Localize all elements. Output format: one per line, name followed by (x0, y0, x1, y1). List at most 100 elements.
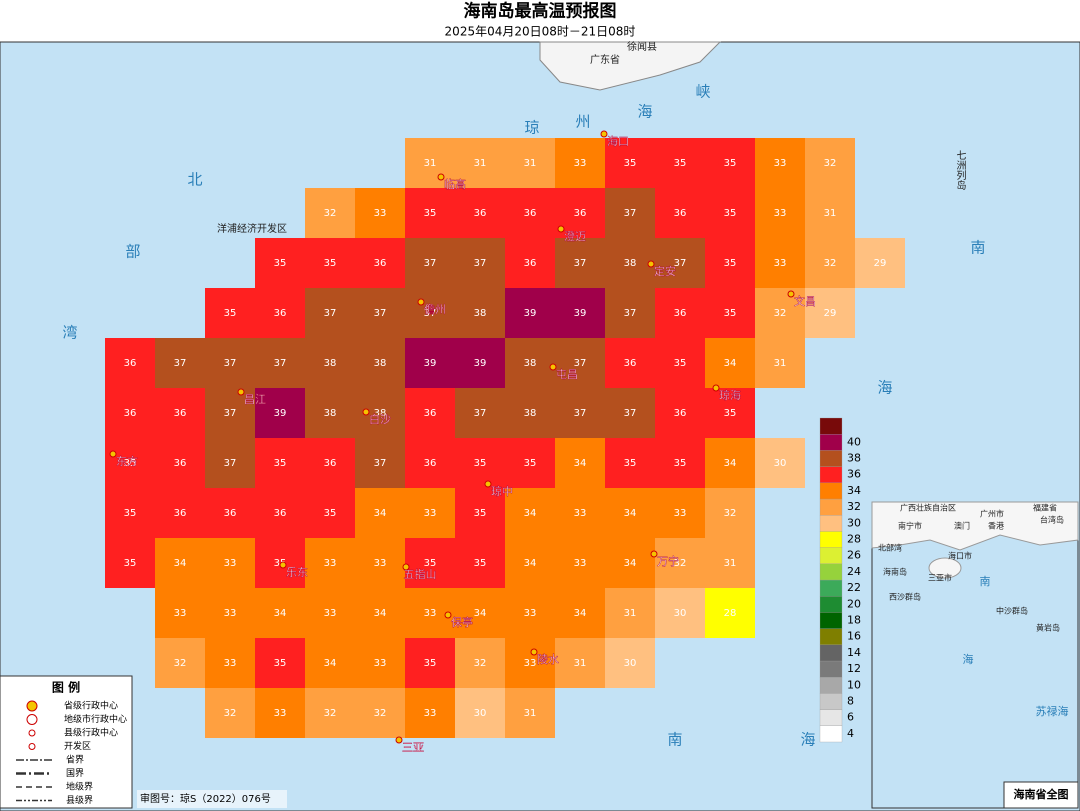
city-label: 澄迈 (564, 229, 586, 243)
temperature-label: 33 (274, 708, 287, 719)
city-label: 五指山 (404, 567, 437, 581)
temperature-cell (305, 638, 355, 688)
temperature-label: 33 (774, 258, 787, 269)
temperature-label: 38 (524, 408, 537, 419)
temperature-cell (455, 438, 505, 488)
temperature-cell (255, 438, 305, 488)
temperature-label: 32 (224, 708, 237, 719)
temperature-label: 36 (424, 408, 437, 419)
temperature-cell (355, 538, 405, 588)
temperature-cell (555, 388, 605, 438)
inset-hainan (928, 557, 962, 579)
temperature-label: 35 (124, 558, 137, 569)
colorbar-tick-label: 20 (847, 597, 861, 610)
colorbar-segment (819, 596, 843, 613)
legend-item: 县级界 (66, 794, 93, 806)
temperature-label: 29 (874, 258, 887, 269)
temperature-label: 32 (774, 308, 787, 319)
temperature-cell (505, 338, 555, 388)
temperature-cell (455, 588, 505, 638)
temperature-cell (255, 338, 305, 388)
temperature-label: 35 (674, 458, 687, 469)
temperature-cell (805, 188, 855, 238)
inset-label: 海 (963, 652, 974, 666)
temperature-cell (705, 238, 755, 288)
temperature-label: 35 (424, 208, 437, 219)
sea-label: 北 (187, 171, 202, 189)
temperature-label: 36 (524, 208, 537, 219)
temperature-cell (605, 638, 655, 688)
colorbar-segment (819, 417, 843, 435)
city-label: 儋州 (424, 303, 446, 316)
city-label: 昌江 (244, 393, 266, 406)
inset-label: 苏禄海 (1036, 704, 1069, 718)
city-marker (549, 363, 557, 371)
temperature-cell (305, 388, 355, 438)
temperature-cell (605, 388, 655, 438)
temperature-cell (205, 388, 255, 438)
colorbar-tick-label: 34 (847, 484, 861, 497)
temperature-cell (505, 288, 555, 338)
temperature-label: 34 (524, 558, 537, 569)
guangdong-land (539, 41, 722, 91)
city-label: 东方 (116, 454, 138, 468)
colorbar-tick-label: 6 (847, 711, 854, 724)
sea-label: 海 (800, 731, 815, 749)
colorbar-tick-label: 36 (847, 468, 861, 481)
temperature-label: 31 (474, 158, 487, 169)
temperature-cell (405, 338, 455, 388)
city-marker (787, 290, 795, 298)
legend-symbol (26, 714, 38, 725)
temperature-label: 31 (574, 658, 587, 669)
temperature-label: 33 (324, 608, 337, 619)
colorbar-segment (819, 482, 843, 500)
temperature-cell (555, 238, 605, 288)
temperature-label: 33 (224, 608, 237, 619)
temperature-cell (655, 388, 705, 438)
temperature-label: 35 (274, 458, 287, 469)
temperature-label: 35 (474, 508, 487, 519)
temperature-cell (605, 538, 655, 588)
temperature-label: 36 (174, 458, 187, 469)
temperature-label: 33 (324, 558, 337, 569)
temperature-label: 36 (474, 208, 487, 219)
temperature-label: 31 (524, 158, 537, 169)
temperature-cell (705, 288, 755, 338)
temperature-cell (505, 638, 555, 688)
temperature-cell (355, 688, 405, 738)
temperature-label: 33 (174, 608, 187, 619)
temperature-label: 35 (474, 558, 487, 569)
temperature-cell (705, 438, 755, 488)
temperature-label: 37 (624, 408, 637, 419)
temperature-label: 33 (574, 508, 587, 519)
temperature-cell (255, 238, 305, 288)
temperature-cell (405, 388, 455, 438)
city-label: 文昌 (794, 294, 816, 308)
temperature-cell (605, 438, 655, 488)
temperature-cell (205, 688, 255, 738)
sea-label: 海 (637, 103, 652, 121)
temperature-cell (305, 488, 355, 538)
temperature-label: 35 (724, 158, 737, 169)
temperature-label: 33 (424, 608, 437, 619)
temperature-label: 38 (324, 408, 337, 419)
temperature-cell (705, 588, 755, 638)
temperature-label: 34 (374, 508, 387, 519)
temperature-cell (255, 488, 305, 538)
temperature-label: 39 (424, 358, 437, 369)
temperature-label: 35 (624, 158, 637, 169)
city-label: 海口 (607, 134, 629, 148)
temperature-label: 35 (624, 458, 637, 469)
legend-item: 国界 (66, 768, 84, 779)
temperature-label: 34 (724, 458, 737, 469)
temperature-label: 36 (374, 258, 387, 269)
inset-title-box (1003, 781, 1079, 809)
temperature-label: 36 (274, 508, 287, 519)
temperature-cell (805, 288, 855, 338)
colorbar-tick-label: 10 (847, 678, 861, 691)
temperature-cell (305, 338, 355, 388)
temperature-map: 31 31 31 33 35 35 35 33 32 32 33 35 36 36 36 37 36 35 33 31… (105, 138, 905, 738)
temperature-label: 35 (274, 658, 287, 669)
temperature-cell (755, 288, 805, 338)
colorbar-tick-label: 32 (847, 500, 861, 513)
